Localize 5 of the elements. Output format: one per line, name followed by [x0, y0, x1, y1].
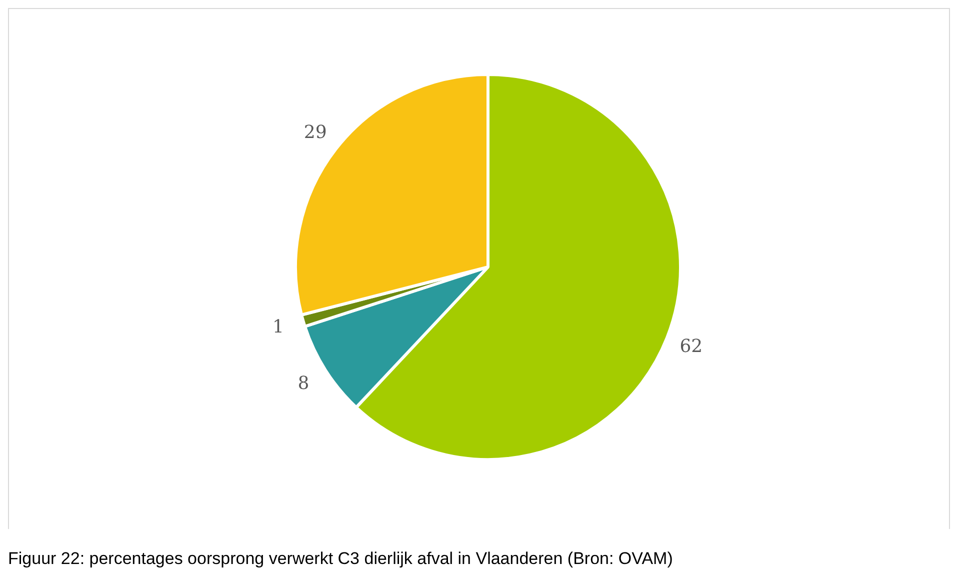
data-label: 62	[680, 336, 703, 358]
text: Figuur 22: percentages oorsprong verwerkt C3 dierlijk afval in Vlaanderen (Bron: OVAM)	[8, 549, 674, 569]
data-label: 1	[272, 316, 284, 338]
data-label: 8	[298, 372, 310, 394]
data-label: 29	[304, 122, 327, 143]
